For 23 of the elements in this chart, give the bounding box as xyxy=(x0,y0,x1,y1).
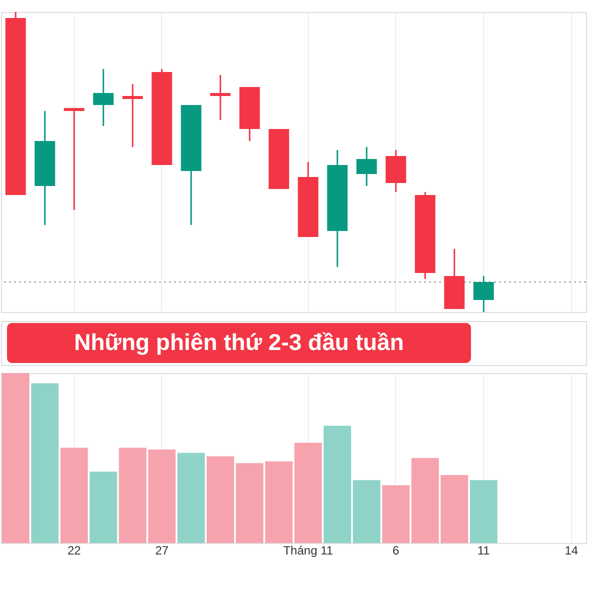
bar xyxy=(382,485,410,543)
candlestick xyxy=(210,74,231,121)
bar xyxy=(470,480,498,543)
bar xyxy=(90,472,118,543)
x-tick-label: 11 xyxy=(477,544,490,558)
candlestick xyxy=(473,275,494,313)
bar xyxy=(324,426,352,543)
x-tick-label: Tháng 11 xyxy=(283,544,334,558)
text: Những phiên thứ 2-3 đầu tuần xyxy=(74,329,404,355)
bar xyxy=(2,373,30,543)
x-tick-label: 14 xyxy=(564,544,578,558)
bar xyxy=(31,383,59,543)
candlestick xyxy=(93,68,114,127)
x-tick-label: 22 xyxy=(67,544,82,558)
x-tick-label: 27 xyxy=(155,544,169,558)
x-tick-label: 6 xyxy=(392,544,400,558)
candlestick xyxy=(356,146,377,187)
bar xyxy=(177,452,205,543)
candlestick xyxy=(122,83,143,148)
bar xyxy=(352,480,380,543)
bar xyxy=(294,442,322,543)
bar xyxy=(60,448,88,543)
bar xyxy=(206,456,234,543)
